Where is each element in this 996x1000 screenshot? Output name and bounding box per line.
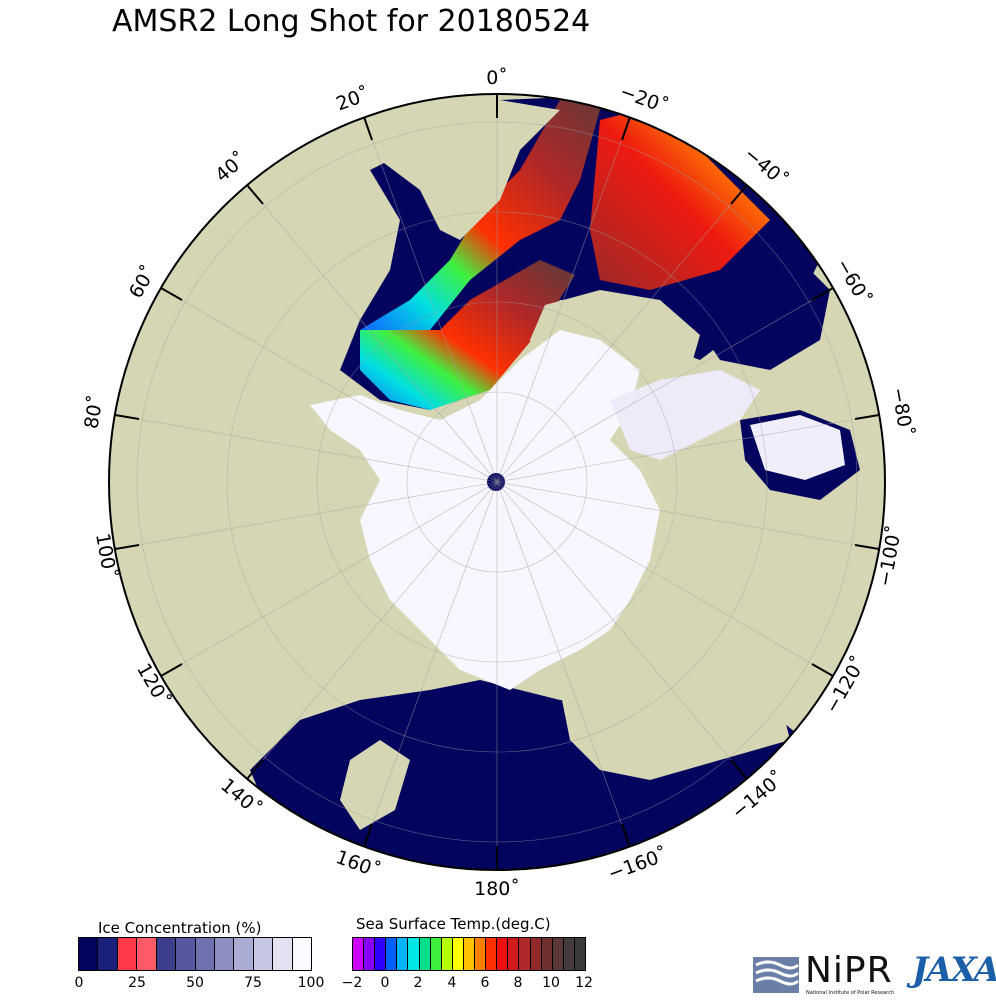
ice-colorbar-swatch [98, 938, 118, 970]
lon-label-0: 0˚ [486, 67, 508, 89]
ice-tick: 50 [186, 975, 204, 991]
sst-colorbar-swatch [364, 938, 376, 970]
lon-label-160: 160˚ [333, 846, 384, 882]
sst-colorbar-swatch [386, 938, 398, 970]
sst-colorbar-swatch [430, 938, 442, 970]
lon-label-40: 40˚ [211, 148, 251, 187]
meridian-lines [114, 94, 880, 870]
sst-colorbar-swatch [497, 938, 509, 970]
kamchatka [340, 740, 410, 830]
map-title: AMSR2 Long Shot for 20180524 [112, 4, 591, 39]
alaska [560, 690, 790, 780]
sst-colorbar-swatch [574, 938, 585, 970]
border-ticks [114, 94, 880, 870]
sst-colorbar-swatch [408, 938, 420, 970]
nipr-logo [753, 957, 800, 993]
ice-colorbar-swatch [156, 938, 177, 970]
baffin-bay [700, 240, 830, 370]
sst-legend-title: Sea Surface Temp.(deg.C) [356, 915, 551, 933]
sst-colorbar-swatch [486, 938, 498, 970]
lon-label-180: 180˚ [474, 878, 520, 900]
hudson-ice [750, 415, 845, 480]
sst-tick: 2 [413, 975, 423, 991]
sst-tick: −2 [341, 975, 363, 991]
ice-colorbar-swatch [273, 938, 293, 970]
lon-label-neg20: −20˚ [617, 81, 671, 119]
lon-label-20: 20˚ [333, 83, 372, 115]
sst-tick: 8 [513, 975, 523, 991]
sst-colorbar-swatch [353, 938, 365, 970]
ice-tick: 100 [297, 975, 325, 991]
sst-colorbar-swatch [397, 938, 409, 970]
ice-colorbar-swatch [79, 938, 99, 970]
sst-colorbar-swatch [541, 938, 553, 970]
ice-colorbar-swatch [214, 938, 235, 970]
sst-field-barents [360, 95, 620, 330]
sst-colorbar-swatch [375, 938, 387, 970]
lon-label-neg80: −80˚ [887, 386, 917, 439]
ice-tick: 0 [74, 975, 84, 991]
sst-colorbar-swatch [475, 938, 487, 970]
sst-tick: 4 [447, 975, 457, 991]
sst-colorbar-swatch [563, 938, 575, 970]
canadian-archipelago-ice [610, 370, 760, 460]
nipr-wordmark: NiPR [805, 950, 893, 991]
lon-label-80: 80˚ [80, 393, 108, 430]
ice-colorbar-swatch [234, 938, 254, 970]
sst-tick: 6 [480, 975, 490, 991]
lon-label-neg40: −40˚ [740, 143, 792, 192]
sst-colorbar [352, 937, 586, 971]
sst-colorbar-swatch [441, 938, 453, 970]
sst-colorbar-swatch [552, 938, 564, 970]
sst-colorbar-swatch [452, 938, 464, 970]
ice-colorbar-swatch [253, 938, 274, 970]
sst-colorbar-swatch [463, 938, 476, 970]
ice-legend-title: Ice Concentration (%) [98, 919, 262, 937]
ice-colorbar-swatch [292, 938, 312, 970]
sst-colorbar-swatch [508, 938, 520, 970]
ice-concentration-colorbar [78, 937, 312, 971]
ice-colorbar-swatch [176, 938, 196, 970]
sst-field-norwegian [360, 260, 575, 410]
sst-tick: 10 [542, 975, 560, 991]
jaxa-logo: JAXA [912, 950, 996, 990]
ice-colorbar-swatch [137, 938, 157, 970]
sst-field-greenland-sea [590, 110, 770, 290]
ice-tick: 25 [128, 975, 146, 991]
ice-tick: 75 [244, 975, 262, 991]
scandinavia [380, 100, 560, 240]
ice-colorbar-swatch [195, 938, 215, 970]
sst-colorbar-swatch [519, 938, 531, 970]
nipr-subtitle: National Institute of Polar Research [806, 990, 895, 996]
ice-colorbar-swatch [117, 938, 138, 970]
sst-colorbar-swatch [530, 938, 542, 970]
sst-tick: 12 [575, 975, 593, 991]
sst-tick: 0 [380, 975, 390, 991]
sst-colorbar-swatch [419, 938, 431, 970]
